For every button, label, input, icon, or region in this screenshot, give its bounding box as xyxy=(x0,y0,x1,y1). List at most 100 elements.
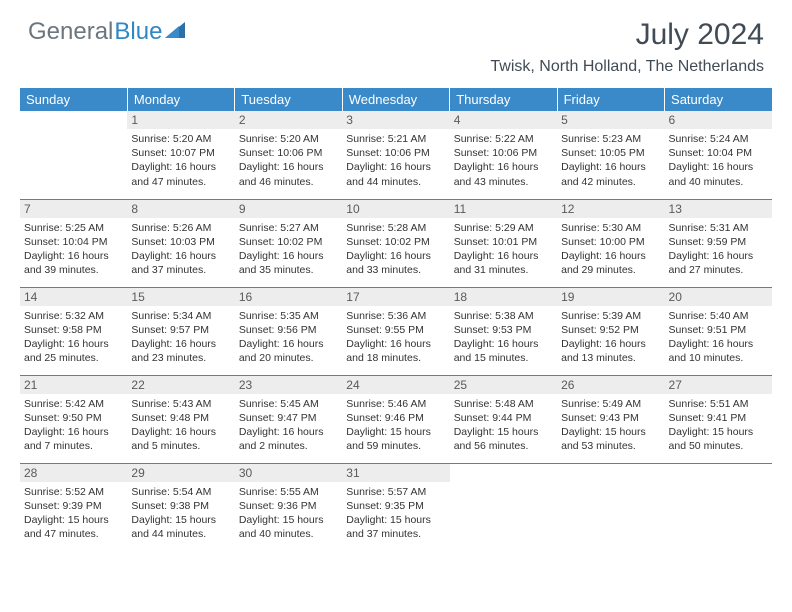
sunset-line: Sunset: 10:06 PM xyxy=(239,146,338,160)
month-title: July 2024 xyxy=(490,18,764,52)
sunset-line: Sunset: 10:01 PM xyxy=(454,235,553,249)
sunrise-line: Sunrise: 5:26 AM xyxy=(131,221,230,235)
daylight-line: Daylight: 15 hours and 44 minutes. xyxy=(131,513,230,541)
weekday-header: Sunday xyxy=(20,88,127,111)
calendar-day-cell: 13Sunrise: 5:31 AMSunset: 9:59 PMDayligh… xyxy=(665,199,772,287)
sunrise-line: Sunrise: 5:20 AM xyxy=(239,132,338,146)
calendar-week-row: 21Sunrise: 5:42 AMSunset: 9:50 PMDayligh… xyxy=(20,375,772,463)
sunrise-line: Sunrise: 5:48 AM xyxy=(454,397,553,411)
calendar-table: Sunday Monday Tuesday Wednesday Thursday… xyxy=(20,88,772,551)
calendar-week-row: 14Sunrise: 5:32 AMSunset: 9:58 PMDayligh… xyxy=(20,287,772,375)
daylight-line: Daylight: 15 hours and 47 minutes. xyxy=(24,513,123,541)
calendar-day-cell: 2Sunrise: 5:20 AMSunset: 10:06 PMDayligh… xyxy=(235,111,342,199)
daylight-line: Daylight: 16 hours and 31 minutes. xyxy=(454,249,553,277)
sunset-line: Sunset: 9:57 PM xyxy=(131,323,230,337)
day-number: 30 xyxy=(235,464,342,482)
sunset-line: Sunset: 9:56 PM xyxy=(239,323,338,337)
sunset-line: Sunset: 10:04 PM xyxy=(669,146,768,160)
calendar-day-cell: 18Sunrise: 5:38 AMSunset: 9:53 PMDayligh… xyxy=(450,287,557,375)
day-number: 24 xyxy=(342,376,449,394)
calendar-day-cell: 22Sunrise: 5:43 AMSunset: 9:48 PMDayligh… xyxy=(127,375,234,463)
calendar-day-cell: . xyxy=(450,463,557,551)
weekday-header: Tuesday xyxy=(235,88,342,111)
calendar-day-cell: 9Sunrise: 5:27 AMSunset: 10:02 PMDayligh… xyxy=(235,199,342,287)
brand-logo: General Blue xyxy=(28,18,187,46)
sunrise-line: Sunrise: 5:21 AM xyxy=(346,132,445,146)
calendar-day-cell: 21Sunrise: 5:42 AMSunset: 9:50 PMDayligh… xyxy=(20,375,127,463)
calendar-day-cell: 15Sunrise: 5:34 AMSunset: 9:57 PMDayligh… xyxy=(127,287,234,375)
day-number: 1 xyxy=(127,111,234,129)
sunrise-line: Sunrise: 5:28 AM xyxy=(346,221,445,235)
day-number: 11 xyxy=(450,200,557,218)
sunrise-line: Sunrise: 5:40 AM xyxy=(669,309,768,323)
sunrise-line: Sunrise: 5:25 AM xyxy=(24,221,123,235)
sunset-line: Sunset: 9:44 PM xyxy=(454,411,553,425)
calendar-day-cell: 4Sunrise: 5:22 AMSunset: 10:06 PMDayligh… xyxy=(450,111,557,199)
sunrise-line: Sunrise: 5:36 AM xyxy=(346,309,445,323)
daylight-line: Daylight: 16 hours and 29 minutes. xyxy=(561,249,660,277)
sunrise-line: Sunrise: 5:57 AM xyxy=(346,485,445,499)
day-number: 31 xyxy=(342,464,449,482)
calendar-day-cell: . xyxy=(20,111,127,199)
sunset-line: Sunset: 9:38 PM xyxy=(131,499,230,513)
sunrise-line: Sunrise: 5:46 AM xyxy=(346,397,445,411)
daylight-line: Daylight: 16 hours and 13 minutes. xyxy=(561,337,660,365)
sunset-line: Sunset: 10:07 PM xyxy=(131,146,230,160)
daylight-line: Daylight: 16 hours and 44 minutes. xyxy=(346,160,445,188)
day-number: 29 xyxy=(127,464,234,482)
day-number: 27 xyxy=(665,376,772,394)
sunset-line: Sunset: 10:02 PM xyxy=(239,235,338,249)
day-number: 14 xyxy=(20,288,127,306)
daylight-line: Daylight: 15 hours and 50 minutes. xyxy=(669,425,768,453)
day-number: 26 xyxy=(557,376,664,394)
daylight-line: Daylight: 16 hours and 33 minutes. xyxy=(346,249,445,277)
sunrise-line: Sunrise: 5:35 AM xyxy=(239,309,338,323)
sunrise-line: Sunrise: 5:39 AM xyxy=(561,309,660,323)
day-number: 2 xyxy=(235,111,342,129)
sunset-line: Sunset: 9:36 PM xyxy=(239,499,338,513)
calendar-day-cell: . xyxy=(665,463,772,551)
calendar-day-cell: 31Sunrise: 5:57 AMSunset: 9:35 PMDayligh… xyxy=(342,463,449,551)
day-number: 23 xyxy=(235,376,342,394)
title-block: July 2024 Twisk, North Holland, The Neth… xyxy=(490,18,764,76)
day-number: 13 xyxy=(665,200,772,218)
sunrise-line: Sunrise: 5:24 AM xyxy=(669,132,768,146)
sunset-line: Sunset: 9:48 PM xyxy=(131,411,230,425)
sunset-line: Sunset: 9:35 PM xyxy=(346,499,445,513)
calendar-day-cell: 7Sunrise: 5:25 AMSunset: 10:04 PMDayligh… xyxy=(20,199,127,287)
daylight-line: Daylight: 16 hours and 27 minutes. xyxy=(669,249,768,277)
day-number: 8 xyxy=(127,200,234,218)
calendar-day-cell: 11Sunrise: 5:29 AMSunset: 10:01 PMDaylig… xyxy=(450,199,557,287)
calendar-day-cell: 29Sunrise: 5:54 AMSunset: 9:38 PMDayligh… xyxy=(127,463,234,551)
sunset-line: Sunset: 9:50 PM xyxy=(24,411,123,425)
daylight-line: Daylight: 15 hours and 53 minutes. xyxy=(561,425,660,453)
daylight-line: Daylight: 16 hours and 20 minutes. xyxy=(239,337,338,365)
day-number: 16 xyxy=(235,288,342,306)
calendar-day-cell: 17Sunrise: 5:36 AMSunset: 9:55 PMDayligh… xyxy=(342,287,449,375)
daylight-line: Daylight: 16 hours and 40 minutes. xyxy=(669,160,768,188)
calendar-day-cell: 30 Sunrise: 5:55 AMSunset: 9:36 PMDayligh… xyxy=(235,463,342,551)
calendar-day-cell: 1Sunrise: 5:20 AMSunset: 10:07 PMDayligh… xyxy=(127,111,234,199)
daylight-line: Daylight: 16 hours and 35 minutes. xyxy=(239,249,338,277)
sunrise-line: Sunrise: 5:30 AM xyxy=(561,221,660,235)
day-number: 4 xyxy=(450,111,557,129)
weekday-header: Monday xyxy=(127,88,234,111)
calendar-week-row: 7Sunrise: 5:25 AMSunset: 10:04 PMDayligh… xyxy=(20,199,772,287)
sunset-line: Sunset: 9:47 PM xyxy=(239,411,338,425)
weekday-header: Saturday xyxy=(665,88,772,111)
sunrise-line: Sunrise: 5:55 AM xyxy=(239,485,338,499)
daylight-line: Daylight: 16 hours and 47 minutes. xyxy=(131,160,230,188)
daylight-line: Daylight: 16 hours and 15 minutes. xyxy=(454,337,553,365)
sunset-line: Sunset: 10:06 PM xyxy=(346,146,445,160)
daylight-line: Daylight: 15 hours and 40 minutes. xyxy=(239,513,338,541)
day-number: 12 xyxy=(557,200,664,218)
sunset-line: Sunset: 10:03 PM xyxy=(131,235,230,249)
day-number: 3 xyxy=(342,111,449,129)
sunset-line: Sunset: 10:05 PM xyxy=(561,146,660,160)
sunset-line: Sunset: 9:41 PM xyxy=(669,411,768,425)
day-number: 28 xyxy=(20,464,127,482)
calendar-day-cell: 27Sunrise: 5:51 AMSunset: 9:41 PMDayligh… xyxy=(665,375,772,463)
sunset-line: Sunset: 9:58 PM xyxy=(24,323,123,337)
day-number: 18 xyxy=(450,288,557,306)
sunset-line: Sunset: 9:52 PM xyxy=(561,323,660,337)
